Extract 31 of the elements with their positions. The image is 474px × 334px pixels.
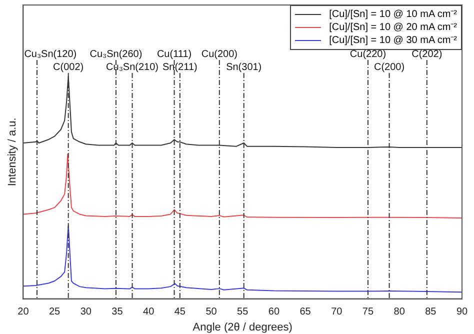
y-axis-title: Intensity / a.u. [6, 118, 19, 186]
x-tick-label: 45 [174, 306, 186, 318]
ref-line-label: Sn(301) [226, 62, 262, 73]
x-tick-label: 90 [456, 306, 468, 318]
legend-label: [Cu]/[Sn] = 10 @ 30 mA cm⁻² [329, 34, 457, 47]
x-tick-label: 35 [112, 306, 124, 318]
ref-line-label: Cu(220) [350, 49, 386, 60]
ref-line-label: Cu₃Sn(210) [106, 62, 158, 73]
ref-line-label: C(202) [412, 49, 442, 60]
x-tick-label: 80 [394, 306, 406, 318]
legend-label: [Cu]/[Sn] = 10 @ 20 mA cm⁻² [329, 21, 457, 34]
x-tick-label: 40 [143, 306, 155, 318]
x-tick-label: 65 [300, 306, 312, 318]
ref-line-label: C(200) [374, 62, 405, 73]
ref-line-label: Cu(200) [201, 49, 238, 60]
ref-line-label: Sn(211) [162, 62, 198, 73]
ref-line-label: Cu(111) [156, 49, 192, 60]
x-tick-label: 30 [80, 306, 92, 318]
x-tick-label: 70 [331, 306, 343, 318]
x-tick-label: 25 [48, 306, 61, 318]
ref-line-label: Cu₃Sn(120) [24, 49, 77, 60]
x-tick-label: 20 [18, 306, 30, 318]
x-tick-label: 50 [206, 306, 218, 318]
x-tick-label: 55 [237, 306, 249, 318]
legend-label: [Cu]/[Sn] = 10 @ 10 mA cm⁻² [329, 8, 457, 21]
x-axis-title: Angle (2θ / degrees) [192, 321, 292, 334]
ref-line-label: C(002) [53, 62, 84, 73]
x-tick-label: 85 [425, 306, 437, 318]
ref-line-label: Cu₃Sn(260) [90, 49, 142, 60]
x-tick-label: 60 [268, 306, 280, 318]
x-tick-label: 75 [362, 306, 374, 318]
